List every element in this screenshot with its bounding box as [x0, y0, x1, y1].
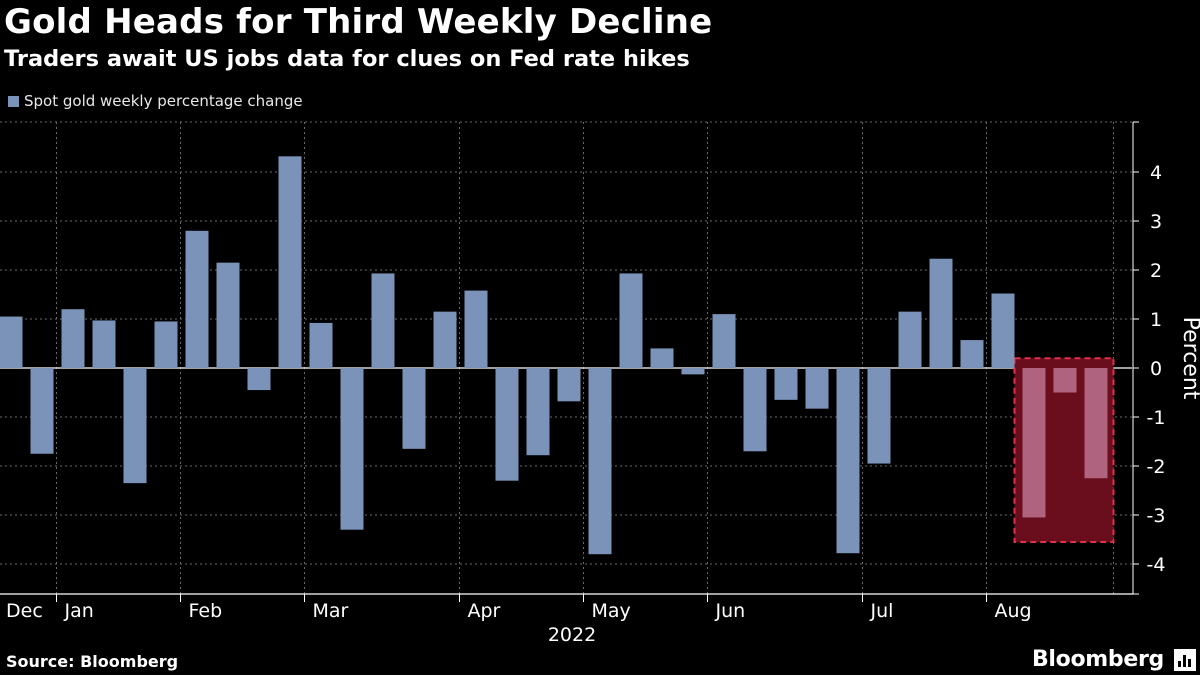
- y-tick-label: -1: [1147, 407, 1166, 429]
- bar: [464, 290, 488, 368]
- x-tick-label: Jan: [64, 600, 94, 622]
- chart-subtitle: Traders await US jobs data for clues on …: [4, 46, 690, 72]
- y-tick-label: -4: [1147, 554, 1166, 576]
- y-tick-label: 4: [1150, 162, 1162, 184]
- bar: [402, 368, 426, 449]
- bar: [154, 321, 178, 368]
- bar: [123, 368, 147, 484]
- bar: [681, 368, 705, 375]
- bar: [743, 368, 767, 452]
- brand-logo-text: Bloomberg: [1031, 647, 1164, 672]
- bar: [867, 368, 891, 464]
- bar: [805, 368, 829, 409]
- x-tick-label: Dec: [6, 600, 43, 622]
- x-tick-label: Aug: [995, 600, 1032, 622]
- x-tick-label: Jul: [870, 600, 894, 622]
- bar: [216, 262, 240, 368]
- bar: [61, 309, 85, 368]
- bar: [1053, 368, 1077, 393]
- bar: [588, 368, 612, 555]
- bar: [371, 273, 395, 368]
- bar: [1084, 368, 1108, 479]
- bloomberg-chart-icon: [1174, 649, 1196, 671]
- bar: [557, 368, 581, 402]
- bar: [1022, 368, 1046, 518]
- bar: [30, 368, 54, 454]
- bar: [495, 368, 519, 481]
- y-tick-label: -2: [1147, 456, 1166, 478]
- bar: [185, 230, 209, 368]
- chart-title: Gold Heads for Third Weekly Decline: [4, 2, 713, 42]
- bar: [960, 340, 984, 368]
- y-tick-label: 0: [1150, 358, 1162, 380]
- bar: [929, 258, 953, 368]
- source-note: Source: Bloomberg: [6, 652, 179, 671]
- bar: [712, 314, 736, 368]
- bar: [650, 348, 674, 368]
- x-tick-label: Feb: [189, 600, 223, 622]
- legend-swatch: [8, 95, 19, 107]
- bar: [619, 273, 643, 368]
- x-tick-label: Mar: [313, 600, 349, 622]
- y-tick-label: 3: [1150, 211, 1162, 233]
- bar: [92, 320, 116, 368]
- bar: [526, 368, 550, 456]
- bar: [433, 311, 457, 368]
- bar: [991, 293, 1015, 368]
- bar: [774, 368, 798, 400]
- x-axis-year-label: 2022: [548, 624, 596, 646]
- y-tick-label: -3: [1147, 505, 1166, 527]
- bar: [247, 368, 271, 391]
- x-tick-label: Jun: [715, 600, 746, 622]
- y-axis-label: Percent: [1178, 317, 1200, 400]
- y-tick-label: 2: [1150, 260, 1162, 282]
- legend: Spot gold weekly percentage change: [8, 92, 303, 110]
- bar: [836, 368, 860, 554]
- bar: [340, 368, 364, 530]
- x-tick-label: Apr: [468, 600, 501, 622]
- y-tick-label: 1: [1150, 309, 1162, 331]
- bar: [278, 156, 302, 368]
- bar: [898, 311, 922, 368]
- bar: [0, 316, 23, 368]
- bar: [309, 322, 333, 368]
- legend-label: Spot gold weekly percentage change: [24, 92, 303, 110]
- x-tick-label: May: [592, 600, 631, 622]
